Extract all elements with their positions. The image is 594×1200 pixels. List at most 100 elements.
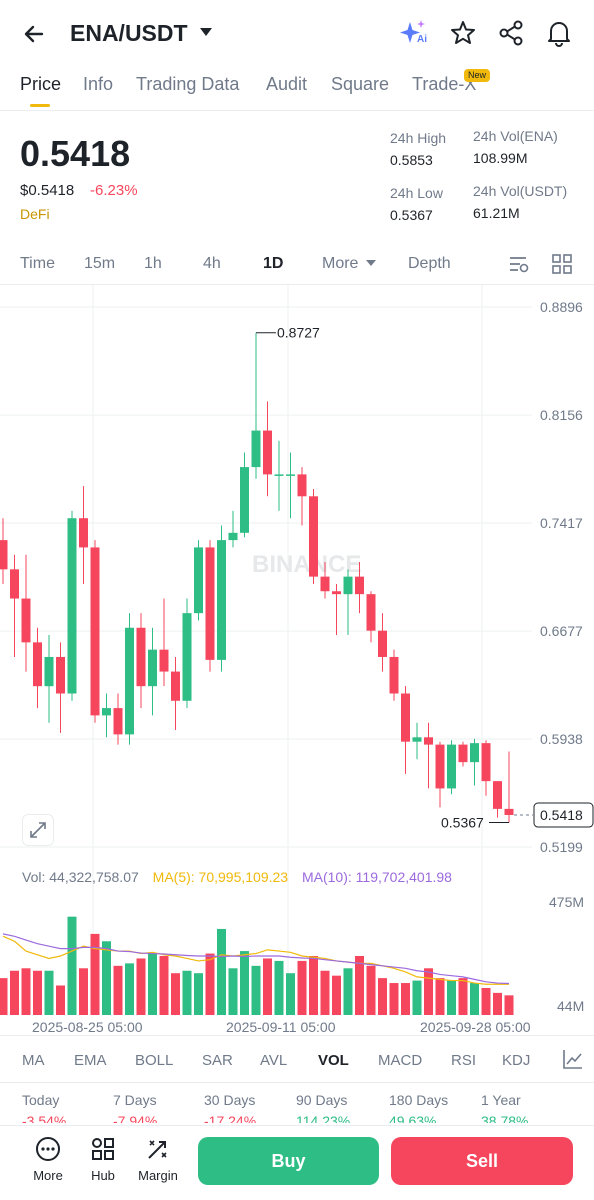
candle-body (21, 598, 31, 643)
high-value: 0.5853 (390, 152, 433, 168)
indicator-vol[interactable]: VOL (318, 1052, 349, 1069)
candle-body (171, 671, 180, 701)
indicator-kdj[interactable]: KDJ (502, 1052, 531, 1069)
indicator-ema[interactable]: EMA (74, 1052, 107, 1069)
volume-bar (251, 965, 261, 1015)
interval-depth[interactable]: Depth (408, 255, 451, 272)
interval-15m[interactable]: 15m (84, 255, 116, 272)
interval-time[interactable]: Time (20, 255, 55, 272)
volume-bar (274, 960, 284, 1015)
candle-body (447, 744, 456, 789)
candle-body (493, 781, 502, 809)
perf-label-today: Today (22, 1092, 60, 1108)
tab-bar: Price Info Trading Data Audit Square Tra… (0, 70, 594, 110)
perf-label-180d: 180 Days (389, 1092, 449, 1108)
hub-label: Hub (91, 1168, 115, 1183)
volume-bar (194, 973, 203, 1015)
indicator-macd[interactable]: MACD (378, 1052, 423, 1069)
candle-body (263, 430, 272, 475)
last-price-label: 0.5418 (540, 807, 583, 823)
volume-bar (343, 968, 353, 1015)
candle-body (389, 656, 399, 694)
candle-body (378, 630, 387, 657)
tab-trade-x[interactable]: Trade-X (412, 74, 477, 94)
new-badge: New (464, 69, 491, 82)
tab-square[interactable]: Square (331, 74, 390, 94)
volume-bar (504, 995, 514, 1015)
perf-value-today: -3.54% (22, 1113, 67, 1123)
indicator-sar[interactable]: SAR (202, 1052, 233, 1069)
category-tag[interactable]: DeFi (20, 206, 50, 222)
tab-audit[interactable]: Audit (266, 74, 308, 94)
indicator-avl[interactable]: AVL (260, 1052, 288, 1069)
volume-bar (205, 953, 215, 1015)
price-change: -6.23% (90, 182, 138, 199)
candle-body (44, 656, 54, 687)
perf-value-1y: 38.78% (481, 1113, 529, 1123)
ai-sparkle-icon (400, 20, 425, 43)
sell-button[interactable]: Sell (391, 1137, 573, 1185)
alert-button[interactable] (544, 18, 574, 48)
chevron-down-icon[interactable] (366, 260, 376, 266)
margin-button[interactable]: Margin (128, 1136, 188, 1183)
candle-body (470, 743, 479, 763)
interval-4h[interactable]: 4h (203, 255, 221, 272)
hub-button[interactable]: Hub (73, 1136, 133, 1183)
volume-bar (320, 970, 330, 1015)
volume-bar (102, 941, 111, 1015)
tab-info[interactable]: Info (83, 74, 114, 94)
y-tick-label: 0.5199 (540, 839, 583, 855)
volume-bar (493, 992, 502, 1015)
perf-label-7d: 7 Days (113, 1092, 157, 1108)
x-tick-label: 2025-09-11 05:00 (226, 1019, 336, 1035)
tab-price[interactable]: Price (20, 74, 62, 94)
share-icon (499, 20, 523, 46)
candle-body (332, 591, 341, 595)
chart-settings-button[interactable] (508, 253, 530, 280)
fullscreen-button[interactable] (22, 814, 54, 846)
vol-base-value: 108.99M (473, 150, 528, 166)
low-value: 0.5367 (390, 207, 433, 223)
candle-body (67, 518, 77, 694)
bottom-action-bar: More Hub Margin Buy Sell (0, 1125, 594, 1200)
candle-body (458, 744, 468, 763)
more-button[interactable]: More (18, 1136, 78, 1183)
grid-icon (552, 254, 572, 274)
indicator-boll[interactable]: BOLL (135, 1052, 174, 1069)
volume-bar (33, 970, 42, 1015)
candle-body (182, 613, 192, 701)
candle-body (320, 576, 330, 592)
chevron-down-icon[interactable] (200, 28, 212, 36)
ai-assistant-button[interactable]: Ai (398, 18, 428, 48)
pair-title[interactable]: ENA/USDT (70, 20, 188, 46)
candle-body (217, 540, 226, 660)
volume-bar (412, 980, 422, 1015)
back-button[interactable] (18, 18, 50, 50)
share-button[interactable] (496, 18, 526, 48)
volume-bar (21, 968, 31, 1015)
vol-base-label: 24h Vol(ENA) (473, 128, 558, 144)
high-label: 24h High (390, 130, 447, 146)
buy-button[interactable]: Buy (198, 1137, 379, 1185)
candle-body (136, 627, 146, 687)
interval-1d[interactable]: 1D (263, 255, 284, 272)
y-tick-label: 0.8156 (540, 407, 583, 423)
divider (0, 284, 594, 285)
indicator-rsi[interactable]: RSI (451, 1052, 477, 1069)
last-price: 0.5418 (20, 133, 131, 174)
indicator-settings-button[interactable] (562, 1048, 584, 1075)
volume-y-tick-label: 475M (549, 894, 584, 910)
price-chart[interactable]: 0.8896 0.8156 0.7417 0.6677 0.5938 0.5199 BINA… (0, 285, 594, 1035)
favorite-button[interactable] (448, 18, 478, 48)
volume-bar (447, 980, 456, 1015)
tab-trading-data[interactable]: Trading Data (136, 74, 240, 94)
interval-more[interactable]: More (322, 255, 359, 272)
layout-button[interactable] (551, 253, 573, 280)
volume-bar (263, 958, 272, 1015)
volume-bar (389, 983, 399, 1015)
volume-bar (125, 963, 134, 1015)
interval-1h[interactable]: 1h (144, 255, 162, 272)
indicator-ma[interactable]: MA (22, 1052, 45, 1069)
margin-label: Margin (138, 1168, 178, 1183)
volume-ma10-line (2, 933, 510, 985)
